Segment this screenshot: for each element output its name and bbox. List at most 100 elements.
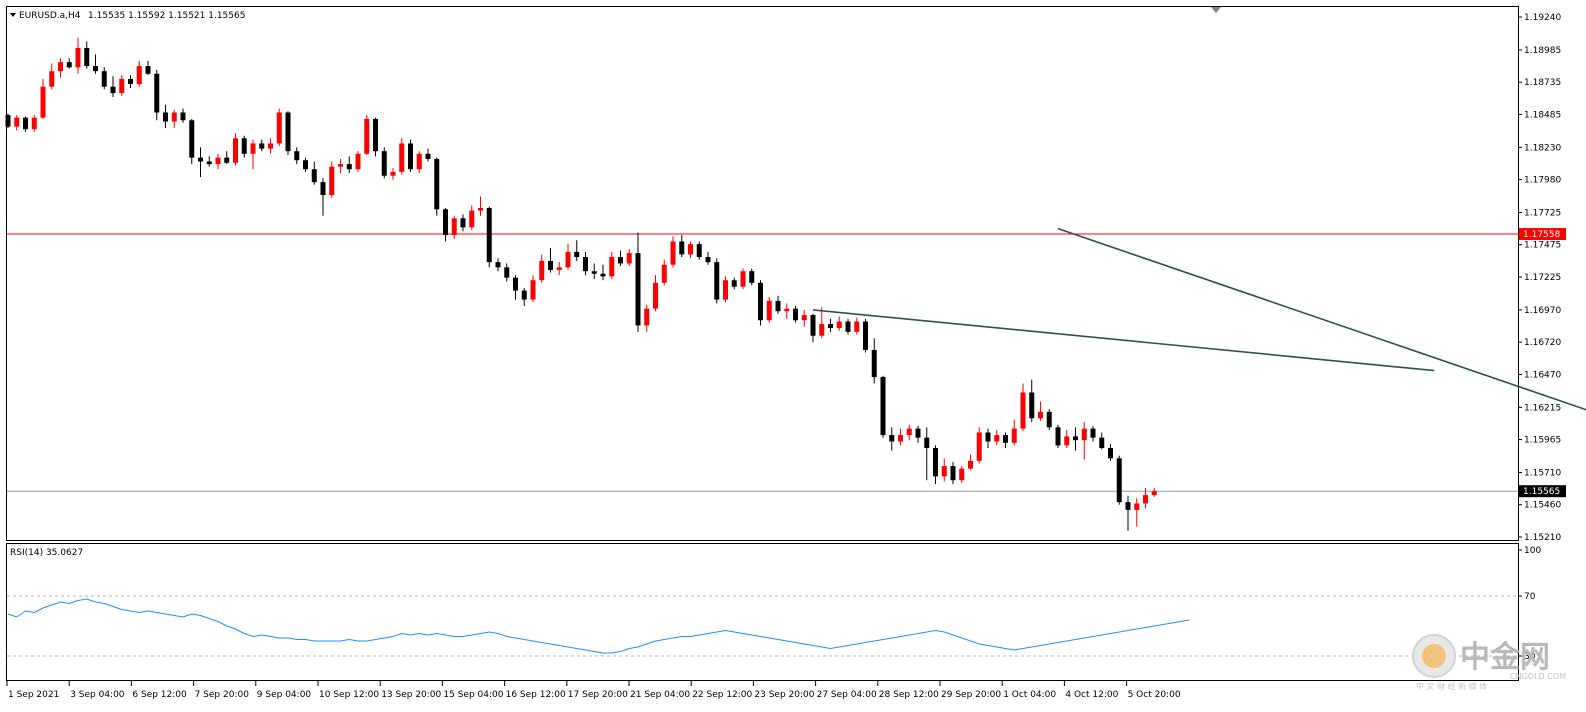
candle (723, 276, 728, 303)
time-tick-label: 15 Sep 04:00 (443, 690, 503, 700)
candle (31, 115, 37, 132)
candle-body (329, 166, 335, 196)
candle-body (1029, 392, 1035, 419)
current-price-tag (1519, 485, 1566, 498)
candle (644, 304, 650, 332)
candle-body (31, 117, 37, 130)
support-trendline[interactable] (812, 309, 1435, 372)
candle-body (653, 282, 658, 309)
dropdown-icon[interactable] (10, 13, 16, 17)
candle-body (915, 428, 921, 438)
candle-body (1134, 503, 1140, 510)
candle-body (443, 209, 448, 236)
candle-body (854, 321, 860, 332)
candle-body (863, 321, 868, 350)
candle-body (101, 71, 107, 87)
candle (801, 309, 807, 327)
candle-body (66, 62, 72, 68)
trendlines[interactable] (812, 227, 1586, 478)
candle (766, 297, 772, 323)
candle-body (1020, 392, 1026, 429)
candle-body (58, 62, 63, 72)
time-axis: 1 Sep 2021 3 Sep 04:00 6 Sep 12:00 7 Sep 20… (6, 681, 1181, 700)
candle (1125, 495, 1131, 531)
price-tick-label: 1.16970 (1524, 306, 1561, 316)
candle-body (1143, 495, 1148, 504)
candle-body (1099, 437, 1105, 448)
candle (810, 313, 816, 343)
candle-body (793, 308, 798, 321)
candle-body (320, 182, 326, 196)
candle-body (399, 143, 405, 172)
candle-body (609, 257, 615, 277)
candle (1134, 498, 1140, 527)
candle (880, 375, 886, 438)
candle-body (241, 138, 247, 154)
rsi-series (7, 598, 1190, 654)
candle-body (635, 253, 641, 326)
candle-body (224, 157, 230, 163)
price-tick-label: 1.15710 (1524, 468, 1561, 478)
candle-body (1090, 428, 1096, 438)
candle-body (355, 153, 361, 170)
candle (294, 147, 300, 165)
candle (163, 104, 168, 128)
candle-body (924, 437, 930, 448)
candle-body (346, 164, 352, 170)
time-tick-label: 10 Sep 12:00 (319, 690, 379, 700)
candle-body (268, 143, 273, 149)
candle (731, 277, 737, 290)
candle (626, 249, 632, 267)
resistance-tag-label: 1.17558 (1523, 230, 1560, 240)
resistance-trendline[interactable] (1057, 227, 1586, 478)
candle-body (93, 66, 98, 72)
candle (1064, 429, 1070, 448)
time-tick-label: 4 Oct 12:00 (1065, 690, 1118, 700)
candle-body (1055, 427, 1061, 446)
logo-name: 中金网 (1460, 640, 1550, 675)
candle-body (941, 466, 947, 477)
candle (329, 161, 335, 198)
price-tick-label: 1.17475 (1524, 241, 1561, 251)
candle (303, 157, 308, 172)
candle-body (119, 78, 125, 94)
candle (276, 108, 282, 147)
candle (145, 60, 151, 76)
candle-body (40, 86, 46, 118)
candle (5, 113, 11, 128)
candle-body (495, 262, 501, 268)
candle (1073, 427, 1078, 451)
candle-body (784, 308, 790, 312)
shift-marker-icon (1211, 7, 1221, 13)
time-tick-label: 1 Oct 04:00 (1003, 690, 1056, 700)
candle (521, 287, 527, 307)
candle (933, 445, 938, 485)
candle-body (626, 253, 632, 264)
candle (688, 241, 693, 259)
candle (320, 178, 326, 216)
candle-body (836, 321, 842, 328)
candle (906, 424, 912, 441)
candle-body (390, 171, 396, 176)
rsi-tick-label: 70 (1524, 592, 1536, 602)
price-tick-label: 1.17225 (1524, 273, 1561, 283)
candle-body (521, 290, 527, 300)
candle (373, 117, 378, 157)
candle (198, 147, 203, 177)
candle (618, 250, 623, 267)
candle-body (565, 251, 571, 268)
candle (110, 76, 116, 97)
logo-tagline: 中 文 财 经 新 媒 体 (1416, 681, 1487, 691)
candle (924, 427, 930, 481)
candle-body (758, 282, 763, 321)
candle (889, 427, 895, 451)
candle-body (14, 117, 20, 127)
candle (556, 262, 562, 276)
candle-body (84, 47, 90, 67)
candle-body (539, 260, 545, 281)
price-tick-label: 1.15965 (1524, 436, 1561, 446)
candle (1108, 444, 1113, 461)
horizontal-lines: 1.17558 1.15565 (7, 228, 1566, 498)
candle (898, 428, 903, 446)
